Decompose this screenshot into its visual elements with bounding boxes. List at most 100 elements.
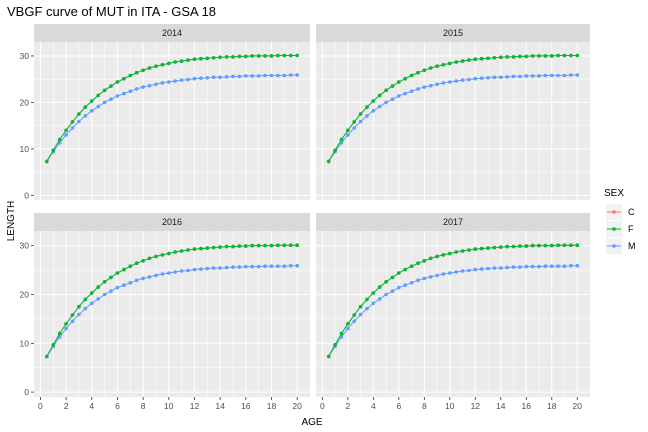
data-point-F <box>454 60 459 64</box>
data-point-M <box>70 319 75 324</box>
data-point-M <box>205 266 210 271</box>
data-point-M <box>64 133 68 137</box>
data-point-F <box>295 243 300 247</box>
x-tick-label: 2 <box>345 401 350 411</box>
data-point-M <box>460 78 465 82</box>
x-axis-title: AGE <box>301 417 322 428</box>
panel-background <box>316 231 590 397</box>
data-point-F <box>479 246 484 251</box>
data-point-M <box>224 265 229 270</box>
data-point-F <box>518 54 522 59</box>
legend-item-C: C <box>606 204 635 220</box>
series-line-M <box>328 265 578 357</box>
data-point-F <box>397 80 401 84</box>
y-tick-label: 30 <box>20 241 30 251</box>
data-point-F <box>64 128 68 133</box>
data-point-M <box>134 278 139 283</box>
series-M <box>45 263 300 359</box>
x-tick-label: 4 <box>371 401 376 411</box>
facet-panel-2016: 2016 0 10 20 30 0 2 4 6 8 10 12 14 16 18 20 <box>20 213 310 411</box>
data-point-F <box>499 55 503 60</box>
panel-background <box>34 42 310 200</box>
x-tick-label: 16 <box>522 401 532 411</box>
data-point-M <box>460 269 465 273</box>
data-point-M <box>473 76 478 81</box>
data-point-F <box>473 247 478 251</box>
data-point-M <box>562 73 567 78</box>
data-point-M <box>269 73 274 78</box>
data-point-F <box>250 54 254 58</box>
data-point-M <box>64 326 68 331</box>
x-tick-label: 20 <box>573 401 583 411</box>
data-point-F <box>333 148 337 153</box>
data-point-M <box>428 83 433 88</box>
facet-strip <box>34 24 310 42</box>
data-point-F <box>556 53 560 58</box>
data-point-F <box>422 68 427 73</box>
y-tick-label: 0 <box>24 190 29 200</box>
data-point-M <box>244 74 248 78</box>
series-F <box>326 243 580 359</box>
data-point-F <box>333 343 337 347</box>
facet-panel-2015: 2015 <box>316 24 590 200</box>
data-point-F <box>70 120 75 124</box>
data-point-M <box>409 89 414 94</box>
data-point-M <box>441 272 446 276</box>
data-point-M <box>448 80 452 84</box>
data-point-M <box>537 74 541 78</box>
data-point-M <box>109 289 113 293</box>
data-point-F <box>218 55 222 60</box>
x-tick-label: 10 <box>445 401 455 411</box>
data-point-M <box>435 273 439 278</box>
data-point-F <box>358 304 363 309</box>
data-point-F <box>403 267 408 272</box>
series-line-F <box>328 244 578 357</box>
data-point-M <box>486 266 490 271</box>
data-point-M <box>511 265 516 269</box>
data-point-F <box>390 275 395 280</box>
y-axis-title: LENGTH <box>6 201 17 242</box>
data-point-F <box>409 264 414 269</box>
series-line-M <box>46 74 298 162</box>
data-point-M <box>550 264 554 269</box>
data-point-F <box>339 331 344 336</box>
data-point-F <box>295 53 300 58</box>
data-point-M <box>192 76 197 81</box>
data-point-M <box>435 82 439 87</box>
data-point-F <box>550 243 554 248</box>
series-M <box>326 263 580 359</box>
data-point-M <box>147 275 152 279</box>
data-point-M <box>256 74 261 78</box>
panel-background <box>316 42 590 200</box>
data-point-M <box>352 126 357 130</box>
data-point-M <box>115 94 120 98</box>
data-point-M <box>575 73 580 77</box>
data-point-M <box>179 269 184 273</box>
data-point-M <box>479 76 484 80</box>
data-point-F <box>454 250 459 254</box>
data-point-F <box>422 259 427 263</box>
data-point-M <box>371 109 376 113</box>
data-point-F <box>147 66 152 70</box>
data-point-F <box>416 70 420 75</box>
data-point-F <box>160 63 165 67</box>
y-tick-label: 10 <box>20 338 30 348</box>
data-point-F <box>428 256 433 261</box>
data-point-F <box>45 354 49 359</box>
data-point-M <box>530 264 535 269</box>
data-point-F <box>448 251 452 256</box>
series-M <box>326 73 580 164</box>
data-point-M <box>358 312 363 317</box>
data-point-M <box>167 271 171 275</box>
x-tick-label: 14 <box>215 401 225 411</box>
y-tick-label: 30 <box>20 51 30 61</box>
data-point-M <box>403 283 408 288</box>
data-point-M <box>454 79 459 83</box>
data-point-F <box>562 243 567 247</box>
data-point-F <box>70 313 75 317</box>
data-point-F <box>90 99 94 103</box>
data-point-M <box>199 267 203 271</box>
data-point-F <box>269 54 274 58</box>
data-point-M <box>371 301 376 306</box>
